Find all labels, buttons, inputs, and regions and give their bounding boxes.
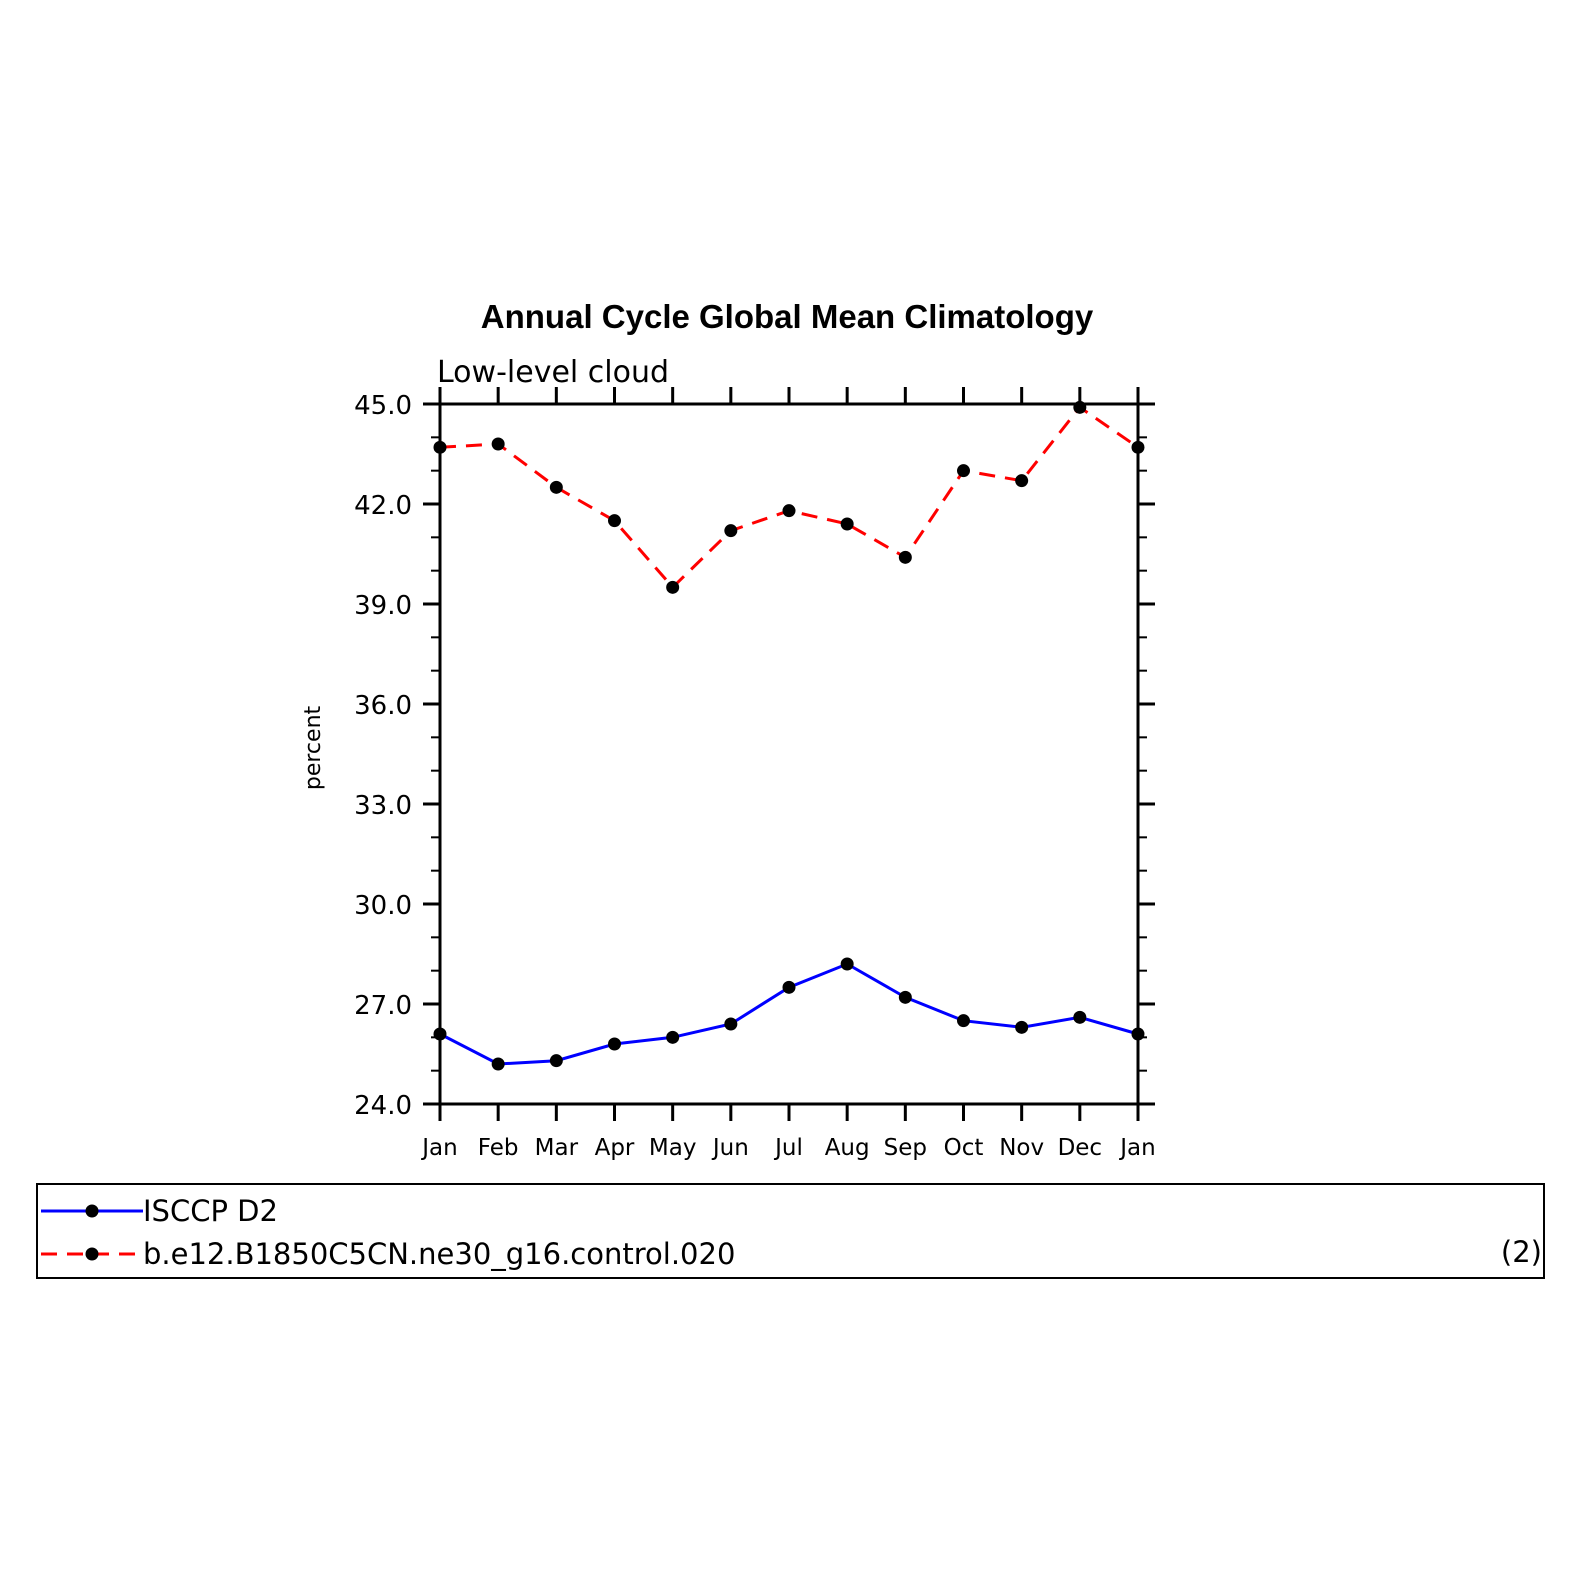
x-tick-label: Nov: [999, 1135, 1044, 1161]
x-tick-label: Feb: [478, 1135, 519, 1161]
series-1-point: [724, 1017, 738, 1031]
series-1-point: [1015, 1020, 1029, 1034]
series-points: [433, 400, 1145, 1071]
x-tick-label: May: [649, 1135, 697, 1161]
y-tick-label: 39.0: [354, 591, 412, 621]
x-tick-label: Jul: [773, 1135, 803, 1161]
series-2-point: [491, 437, 505, 451]
series-1-point: [433, 1027, 447, 1041]
y-tick-label: 36.0: [354, 691, 412, 721]
series-1-point: [549, 1054, 563, 1068]
y-ticks: 24.0 27.0 30.0 33.0 36.0 39.0 42.0 45.0: [354, 391, 1155, 1121]
x-tick-label: Sep: [884, 1135, 927, 1161]
series-1-point: [1073, 1010, 1087, 1024]
y-tick-label: 30.0: [354, 891, 412, 921]
series-1-point: [898, 990, 912, 1004]
series-1-point: [491, 1057, 505, 1071]
series-2-point: [1131, 440, 1145, 454]
legend-marker-2: [85, 1247, 99, 1261]
legend-marker-1: [85, 1204, 99, 1218]
y-tick-label: 42.0: [354, 491, 412, 521]
series-line-1: [439, 962, 1139, 1066]
series-1-point: [957, 1014, 970, 1028]
y-tick-label: 33.0: [354, 791, 412, 821]
legend-label-2: b.e12.B1850C5CN.ne30_g16.control.020: [143, 1237, 735, 1271]
series-2-point: [957, 464, 970, 478]
series-2-point: [433, 440, 447, 454]
legend-entries: ISCCP D2 b.e12.B1850C5CN.ne30_g16.control…: [41, 1194, 735, 1271]
y-tick-label: 24.0: [354, 1091, 412, 1121]
x-tick-label: Jan: [1118, 1135, 1155, 1161]
x-tick-label: Dec: [1058, 1135, 1103, 1161]
series-line-2: [439, 405, 1139, 590]
series-1-point: [782, 980, 796, 994]
series-2-point: [666, 580, 680, 594]
chart-subtitle: Low-level cloud: [437, 355, 669, 390]
legend-note: (2): [1501, 1235, 1542, 1269]
chart-title: Annual Cycle Global Mean Climatology: [481, 298, 1094, 335]
series-2-point: [549, 480, 563, 494]
y-axis-label: percent: [301, 705, 326, 790]
x-ticks: Jan Feb Mar Apr May Jun Jul Aug Sep Oct Nov Dec Jan: [420, 387, 1156, 1161]
series-2-point: [1015, 474, 1029, 488]
y-tick-label: 27.0: [354, 991, 412, 1021]
series-2-point: [608, 514, 621, 528]
x-tick-label: Mar: [535, 1135, 579, 1161]
series-1-point: [840, 957, 854, 971]
x-tick-label: Apr: [595, 1135, 635, 1161]
series-1-point: [608, 1037, 621, 1051]
series-2-point: [898, 550, 912, 564]
series-2-point: [840, 517, 854, 531]
series-2-point: [724, 524, 738, 538]
x-tick-label: Jun: [711, 1135, 749, 1161]
series-1-point: [666, 1030, 680, 1044]
series-1-point: [1131, 1027, 1145, 1041]
series-2-point: [782, 504, 796, 518]
series-2-point: [1073, 400, 1087, 414]
y-tick-label: 45.0: [354, 391, 412, 421]
x-tick-label: Aug: [825, 1135, 870, 1161]
legend-label-1: ISCCP D2: [143, 1194, 278, 1228]
legend: ISCCP D2 b.e12.B1850C5CN.ne30_g16.control…: [36, 1183, 1545, 1279]
legend-box: [36, 1183, 1545, 1279]
x-tick-label: Oct: [944, 1135, 984, 1161]
x-tick-label: Jan: [420, 1135, 457, 1161]
